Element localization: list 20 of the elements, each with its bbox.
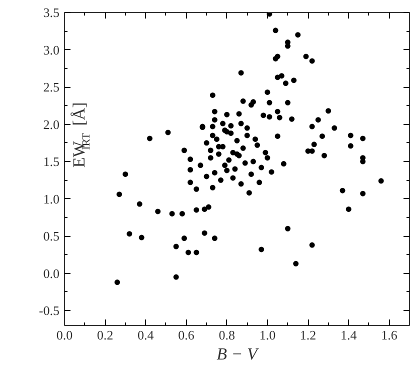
- x-tick-label: 1.6: [381, 328, 398, 342]
- y-tick-label: 3.5: [43, 5, 60, 20]
- y-tick-label: 1.0: [43, 191, 60, 206]
- y-tick-label: 0.0: [43, 266, 60, 281]
- x-tick-label: 1.2: [300, 328, 316, 342]
- y-tick-label: 2.5: [43, 80, 60, 95]
- y-tick-label: 0.5: [43, 228, 60, 244]
- x-tick-label: 0.2: [96, 328, 114, 342]
- x-tick-label: 0.8: [218, 328, 235, 342]
- y-tick-label: 3.0: [43, 42, 60, 58]
- y-tick-label: -0.5: [38, 303, 60, 318]
- x-tick-label: 0.4: [138, 328, 154, 342]
- x-tick-label: 1.4: [340, 328, 358, 342]
- x-tick-label: 0.6: [178, 328, 195, 342]
- y-tick-label: 2.0: [43, 116, 60, 132]
- x-axis-title: B − V: [216, 344, 260, 364]
- y-axis-title: EWIRT [Å]: [70, 102, 92, 168]
- x-tick-label: 0.0: [56, 328, 73, 342]
- y-tick-label: 1.5: [43, 154, 60, 170]
- x-tick-label: 1.0: [259, 328, 276, 342]
